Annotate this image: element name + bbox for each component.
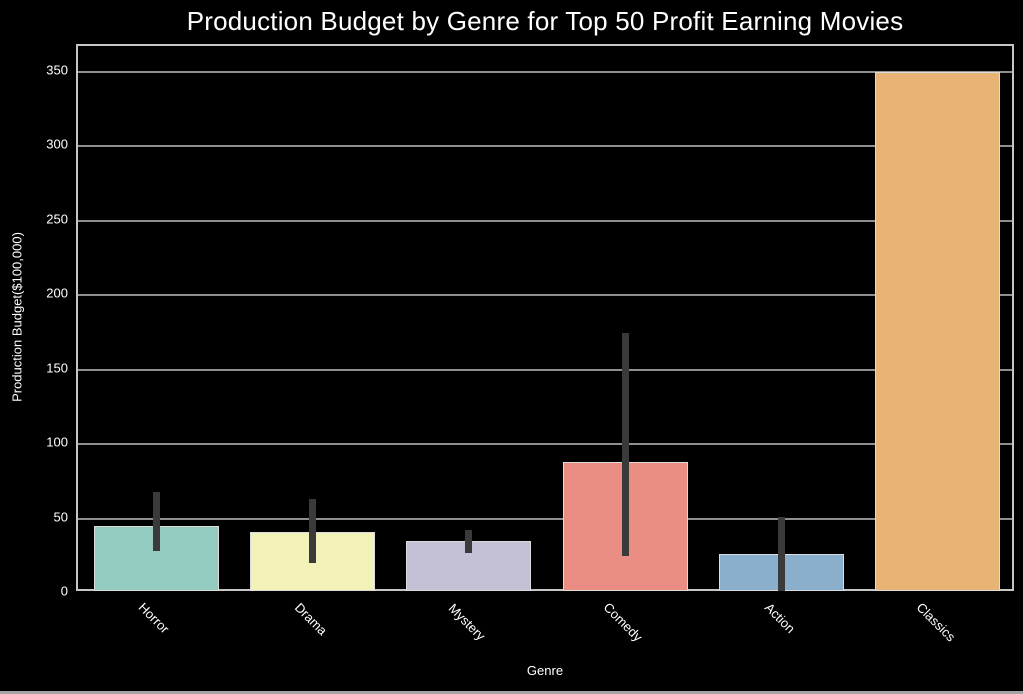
gridline-300 xyxy=(78,145,1012,148)
y-tick-label-150: 150 xyxy=(46,360,68,376)
error-bar-horror xyxy=(152,491,160,552)
gridline-50 xyxy=(78,517,1012,520)
x-axis-label: Genre xyxy=(526,663,564,678)
x-tick-label-comedy: Comedy xyxy=(600,599,646,645)
x-tick-label-action: Action xyxy=(761,599,798,637)
gridline-100 xyxy=(78,443,1012,446)
chart-title: Production Budget by Genre for Top 50 Pr… xyxy=(186,6,904,36)
plot-area xyxy=(76,44,1014,592)
gridline-350 xyxy=(78,71,1012,74)
x-tick-label-mystery: Mystery xyxy=(445,600,489,643)
gridline-150 xyxy=(78,368,1012,371)
y-tick-label-200: 200 xyxy=(46,285,68,301)
error-bar-comedy xyxy=(621,332,629,556)
y-tick-label-50: 50 xyxy=(53,509,68,525)
y-tick-label-250: 250 xyxy=(46,211,68,227)
gridline-200 xyxy=(78,294,1012,297)
y-tick-label-350: 350 xyxy=(46,62,68,78)
x-tick-label-horror: Horror xyxy=(135,600,173,637)
y-tick-label-300: 300 xyxy=(46,136,68,152)
y-tick-label-100: 100 xyxy=(46,434,68,450)
gridline-250 xyxy=(78,219,1012,222)
error-bar-mystery xyxy=(465,530,473,553)
y-axis-label: Production Budget($100,000) xyxy=(9,232,25,402)
y-tick-label-0: 0 xyxy=(60,583,68,599)
error-bar-action xyxy=(778,517,785,592)
error-bar-drama xyxy=(309,499,316,564)
x-tick-label-drama: Drama xyxy=(291,599,330,639)
x-tick-label-classics: Classics xyxy=(913,599,959,645)
window-edge xyxy=(0,691,1023,694)
bar-classics xyxy=(875,72,1001,591)
